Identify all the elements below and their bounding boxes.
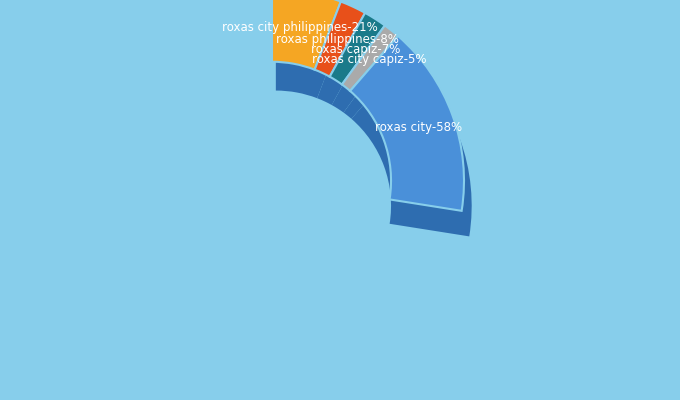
Wedge shape	[350, 36, 464, 211]
Text: roxas city-58%: roxas city-58%	[375, 121, 462, 134]
Text: roxas city philippines-21%: roxas city philippines-21%	[222, 21, 378, 34]
Wedge shape	[330, 13, 385, 84]
Wedge shape	[315, 2, 365, 77]
Wedge shape	[272, 0, 341, 70]
Wedge shape	[332, 34, 391, 112]
Wedge shape	[352, 58, 472, 236]
Wedge shape	[276, 10, 346, 98]
Text: roxas city capiz-5%: roxas city capiz-5%	[311, 52, 426, 66]
Wedge shape	[317, 23, 371, 105]
Wedge shape	[343, 47, 405, 119]
Text: roxas philippines-8%: roxas philippines-8%	[276, 33, 399, 46]
Text: roxas capiz-7%: roxas capiz-7%	[311, 43, 401, 56]
Wedge shape	[342, 26, 398, 91]
